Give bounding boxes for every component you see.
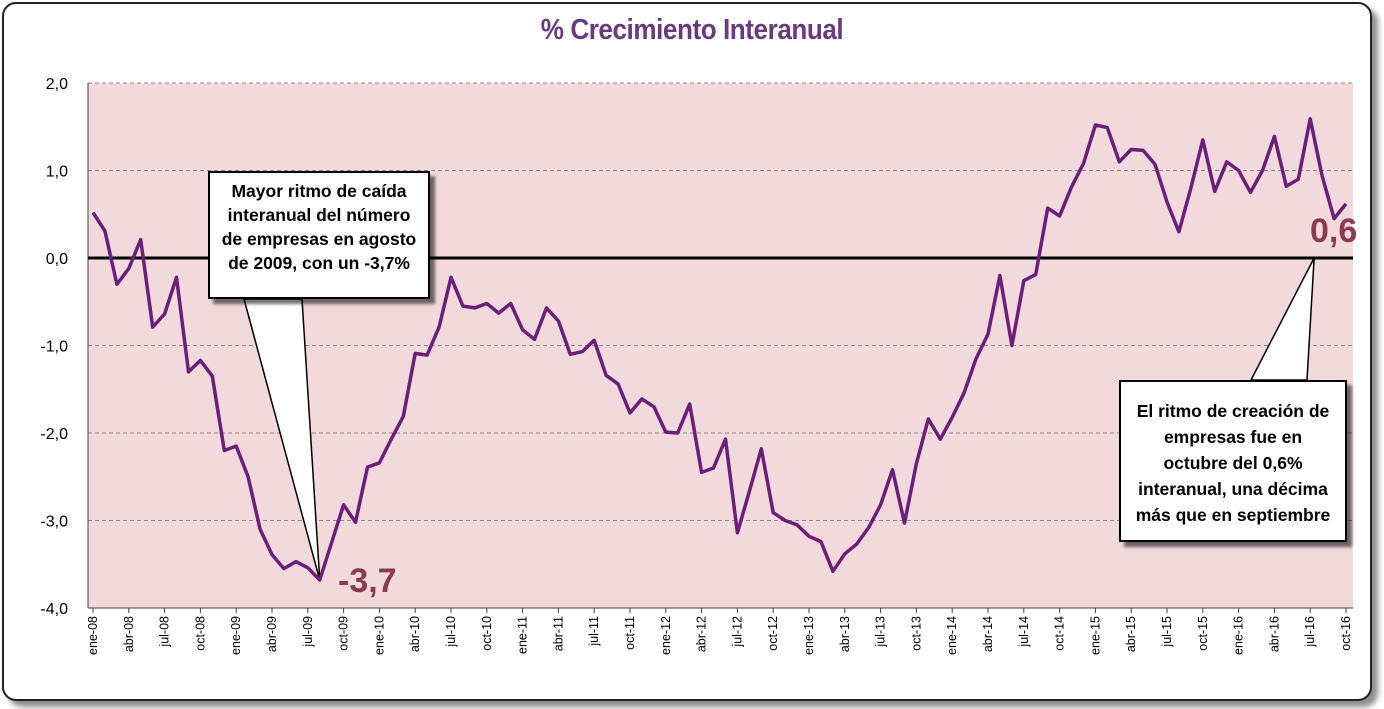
callout-left: Mayor ritmo de caída interanual del núme… [208,171,430,299]
callout-right-line: más que en septiembre [1135,505,1331,525]
x-tick-label: abr-11 [551,616,565,651]
x-tick-label: ene-15 [1088,616,1102,655]
chart-title: % Crecimiento Interanual [540,14,844,46]
callout-right-line: El ritmo de creación de [1136,401,1330,421]
y-tick-label: 1,0 [46,164,68,181]
callout-right-line: interanual, una décima [1138,479,1328,499]
callout-left-line: Mayor ritmo de caída [231,181,407,201]
x-tick-label: abr-13 [838,616,852,652]
x-tick-label: oct-15 [1196,616,1210,651]
x-tick-label: ene-11 [516,616,530,654]
callout-right-line: octubre del 0,6% [1163,453,1303,473]
x-tick-label: oct-13 [909,616,923,651]
x-tick-label: ene-13 [802,616,816,655]
x-tick-label: jul-09 [301,616,315,648]
callout-right-line: empresas fue en [1163,427,1303,447]
callout-left-pointer [243,298,321,581]
x-tick-label: ene-16 [1232,616,1246,655]
x-tick-label: oct-09 [337,616,351,651]
x-tick-label: jul-14 [1017,616,1031,648]
callout-right: El ritmo de creación de empresas fue en … [1119,380,1347,542]
x-tick-label: ene-12 [659,616,673,655]
y-tick-label: -4,0 [40,601,68,618]
x-tick-label: abr-10 [408,616,422,652]
x-tick-label: jul-16 [1303,616,1317,648]
x-tick-label: ene-08 [86,616,100,655]
x-tick-label: oct-10 [480,616,494,651]
x-tick-label: jul-12 [730,616,744,648]
x-tick-label: jul-10 [444,616,458,648]
series-line [91,117,1348,582]
x-tick-label: oct-08 [193,616,207,651]
x-tick-label: abr-15 [1124,616,1138,652]
y-tick-label: -3,0 [40,514,68,531]
callout-left-line: de 2009, con un -3,7% [228,253,410,273]
x-tick-label: abr-16 [1267,616,1281,652]
x-tick-label: ene-09 [229,616,243,655]
x-tick-label: oct-11 [623,616,637,650]
x-tick-label: ene-14 [945,616,959,655]
y-tick-label: 0,0 [46,251,68,268]
x-tick-label: jul-13 [874,616,888,648]
last-value-label: 0,6 [1310,212,1358,250]
x-tick-label: abr-12 [695,616,709,652]
x-tick-label: oct-12 [766,616,780,651]
callout-left-line: de empresas en agosto [221,229,417,249]
x-tick-label: oct-16 [1339,616,1353,651]
y-tick-label: -2,0 [40,426,68,443]
callout-left-line: interanual del número [227,205,411,225]
x-tick-label: abr-14 [981,616,995,652]
x-tick-label: abr-09 [265,616,279,652]
x-tick-label: jul-15 [1160,616,1174,648]
x-tick-label: oct-14 [1053,616,1067,651]
x-tick-label: abr-08 [122,616,136,652]
y-tick-label: -1,0 [40,339,68,356]
min-value-label: -3,7 [338,562,397,600]
y-tick-label: 2,0 [46,76,68,93]
x-tick-label: ene-10 [372,616,386,655]
x-tick-label: jul-08 [158,616,172,648]
x-tick-label: jul-11 [587,616,601,647]
